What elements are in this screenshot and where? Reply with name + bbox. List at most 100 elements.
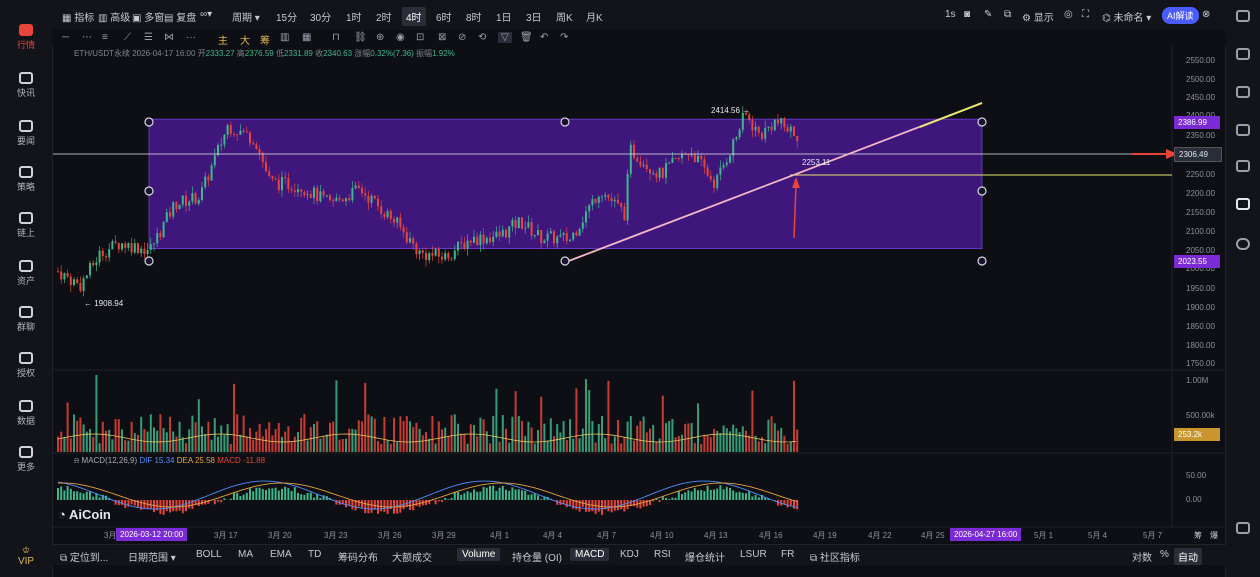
lock-icon[interactable]: ⊡ xyxy=(416,32,425,43)
trash-icon[interactable]: 🗑 xyxy=(520,32,533,43)
bars-icon[interactable]: ▥ xyxy=(280,32,290,43)
sidebar-item-chat[interactable]: 群聊 xyxy=(0,306,52,333)
magnet-icon[interactable]: ⊓ xyxy=(332,32,340,43)
trend-icon[interactable] xyxy=(1236,86,1250,98)
undo-icon[interactable]: ↶ xyxy=(540,32,549,43)
candle-body xyxy=(194,193,197,204)
bell-icon[interactable]: ⍾ xyxy=(74,456,80,465)
fib-tool-icon[interactable]: ☰ xyxy=(144,32,153,43)
chip-settings-button[interactable]: 筹 xyxy=(1194,531,1202,540)
date-range-dropdown[interactable]: 日期范围 ▾ xyxy=(128,553,176,564)
interval-selector[interactable]: 1s xyxy=(945,9,956,20)
refresh-icon[interactable]: ⟲ xyxy=(478,32,487,43)
eraser-icon[interactable]: ⊘ xyxy=(458,32,467,43)
layers-icon[interactable] xyxy=(1236,160,1250,172)
hline-tool-icon[interactable]: ⋯ xyxy=(82,32,92,43)
sidebar-item-assets[interactable]: 资产 xyxy=(0,260,52,287)
line-tool-icon[interactable]: ─ xyxy=(62,32,70,43)
ind-ema[interactable]: EMA xyxy=(270,549,292,560)
log-scale-toggle[interactable]: 对数 xyxy=(1132,553,1152,564)
panel-icon[interactable] xyxy=(1236,124,1250,136)
ind-boll[interactable]: BOLL xyxy=(196,549,222,560)
ruler-icon[interactable]: ⊠ xyxy=(438,32,447,43)
macd-bar xyxy=(578,500,581,512)
ind-kdj[interactable]: KDJ xyxy=(620,549,639,560)
sidebar-item-data[interactable]: 数据 xyxy=(0,400,52,427)
layout-selector[interactable]: ⌬ 未命名 ▾ xyxy=(1102,13,1152,24)
community-indicators[interactable]: ⧉ 社区指标 xyxy=(810,553,860,564)
multi-window-button[interactable]: ▣ 多窗 xyxy=(132,13,165,24)
advanced-button[interactable]: ▥ 高级 xyxy=(98,13,131,24)
tf-month[interactable]: 月K xyxy=(586,13,603,24)
symbol-pair[interactable]: ETH/USDT永续 xyxy=(74,49,130,58)
ind-rsi[interactable]: RSI xyxy=(654,549,671,560)
auto-scale-toggle[interactable]: 自动 xyxy=(1174,548,1202,565)
ind-chip-dist[interactable]: 筹码分布 xyxy=(338,553,378,564)
sidebar-item-auth[interactable]: 授权 xyxy=(0,352,52,379)
tf-6h[interactable]: 6时 xyxy=(436,13,452,24)
brush-tool-icon[interactable]: ⟋ xyxy=(124,32,131,43)
vip-badge[interactable]: ♔ VIP xyxy=(0,545,52,567)
tf-4h[interactable]: 4时 xyxy=(402,7,426,26)
more-tools-button[interactable]: ··· xyxy=(186,32,196,43)
ind-volume[interactable]: Volume xyxy=(457,548,501,561)
tf-15m[interactable]: 15分 xyxy=(276,13,298,24)
eye-icon[interactable]: ◉ xyxy=(396,32,405,43)
pattern-tool-icon[interactable]: ⋈ xyxy=(164,32,174,43)
link-icon[interactable]: ∞▾ xyxy=(200,9,213,20)
tf-1h[interactable]: 1时 xyxy=(346,13,362,24)
grid-tool-icon[interactable]: ▦ xyxy=(302,32,312,43)
target-icon[interactable]: ◎ xyxy=(1064,9,1073,20)
sidebar-item-flash[interactable]: 快讯 xyxy=(0,72,52,99)
channel-tool-icon[interactable]: ≡ xyxy=(102,32,108,43)
display-button[interactable]: ⚙ 显示 xyxy=(1022,13,1054,24)
sidebar-item-onchain[interactable]: 链上 xyxy=(0,212,52,239)
globe-icon[interactable] xyxy=(1236,238,1250,250)
sidebar-item-market[interactable]: 行情 xyxy=(0,24,52,51)
indicators-button[interactable]: ▦ 指标 xyxy=(62,13,95,24)
chip-toggle[interactable]: 筹 xyxy=(260,36,270,47)
camera-icon[interactable]: ◙ xyxy=(964,9,971,20)
link-tool-icon[interactable]: ⛓ xyxy=(354,32,367,43)
ind-lsur[interactable]: LSUR xyxy=(740,549,767,560)
settings-icon[interactable] xyxy=(1236,522,1250,534)
list-icon[interactable] xyxy=(1236,10,1250,22)
tf-2h[interactable]: 2时 xyxy=(376,13,392,24)
close-icon[interactable]: ⊗ xyxy=(1202,9,1211,20)
tf-3d[interactable]: 3日 xyxy=(526,13,542,24)
pen-icon[interactable]: ✎ xyxy=(984,9,993,20)
big-toggle[interactable]: 大 xyxy=(240,36,250,47)
ind-big-trades[interactable]: 大额成交 xyxy=(392,553,432,564)
ind-liquidation[interactable]: 爆仓统计 xyxy=(685,553,725,564)
ind-macd[interactable]: MACD xyxy=(570,548,610,561)
zoom-icon[interactable]: ⊕ xyxy=(376,32,385,43)
filter-icon[interactable]: ▽ xyxy=(498,32,512,43)
ind-td[interactable]: TD xyxy=(308,549,322,560)
percent-toggle[interactable]: % xyxy=(1160,549,1169,560)
copy-icon[interactable]: ⧉ xyxy=(1004,9,1012,20)
redo-icon[interactable]: ↷ xyxy=(560,32,569,43)
sidebar-item-more[interactable]: 更多 xyxy=(0,446,52,473)
sidebar-item-strategy[interactable]: 策略 xyxy=(0,166,52,193)
tf-8h[interactable]: 8时 xyxy=(466,13,482,24)
period-dropdown[interactable]: 周期 ▾ xyxy=(232,13,260,24)
grid-icon[interactable] xyxy=(1236,48,1250,60)
liquidation-button[interactable]: 爆 xyxy=(1210,531,1218,540)
fullscreen-icon[interactable]: ⛶ xyxy=(1082,9,1089,20)
macd-bar xyxy=(748,491,751,500)
ind-oi[interactable]: 持仓量 (OI) xyxy=(512,553,562,564)
sidebar-item-news[interactable]: 要闻 xyxy=(0,120,52,147)
main-chart-toggle[interactable]: 主 xyxy=(218,36,228,47)
tf-30m[interactable]: 30分 xyxy=(310,13,332,24)
ind-ma[interactable]: MA xyxy=(238,549,253,560)
locate-button[interactable]: ⧉ 定位到... xyxy=(60,553,109,564)
replay-button[interactable]: ▤ 复盘 xyxy=(164,13,197,24)
ind-fr[interactable]: FR xyxy=(781,549,795,560)
candle-body xyxy=(786,127,789,132)
ai-interpret-button[interactable]: AI解读 xyxy=(1162,7,1199,24)
tf-1d[interactable]: 1日 xyxy=(496,13,512,24)
tf-week[interactable]: 周K xyxy=(556,13,573,24)
macd-title[interactable]: MACD(12,26,9) xyxy=(81,456,138,465)
bot-icon[interactable] xyxy=(1236,198,1250,210)
